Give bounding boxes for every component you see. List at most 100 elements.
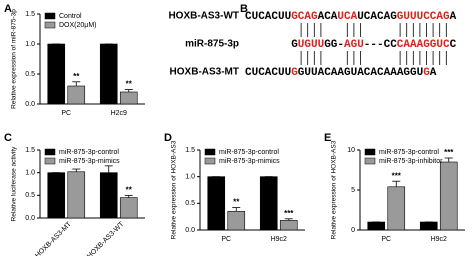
sequence-segment: A	[430, 67, 437, 79]
y-tick-label: 1.5	[25, 147, 35, 154]
legend-swatch	[44, 148, 56, 156]
error-bar	[72, 81, 81, 86]
x-tick-label: H9c2	[431, 236, 447, 243]
bar	[207, 176, 226, 231]
sequence-label: HOXB-AS3-MT	[170, 67, 239, 78]
x-tick-label: H9c2	[271, 236, 287, 243]
sequence-segment: GUUACAAGUACACAAAGGU	[298, 67, 423, 79]
y-axis-label: Relative expression of HOXB-AS3	[331, 140, 338, 239]
significance-label: **	[126, 80, 133, 89]
error-bar	[72, 168, 81, 172]
y-tick-label: 1.0	[185, 174, 195, 181]
sequence-label: HOXB-AS3-WT	[168, 11, 239, 22]
sequence-segment: UGUU	[298, 39, 324, 51]
bar	[259, 176, 278, 231]
y-axis-label: Relative luciferase activity	[11, 146, 18, 222]
y-tick-label: 0.5	[185, 200, 195, 207]
legend-swatch	[204, 157, 216, 165]
sequence-segment: G	[291, 39, 298, 51]
sequence-segment: G	[423, 67, 430, 79]
bar	[99, 43, 118, 105]
bar	[99, 172, 118, 219]
legend-label: miR-875-3p-control	[59, 149, 119, 156]
panel-label: A	[4, 3, 12, 15]
bar	[419, 221, 438, 231]
legend-swatch	[44, 157, 56, 165]
legend-label: miR-875-3p-inhibitor	[379, 158, 443, 165]
significance-label: **	[73, 72, 80, 81]
sequence-segment: ---CC	[364, 39, 397, 51]
y-tick-label: 1.5	[185, 147, 195, 154]
error-bar	[124, 89, 133, 92]
sequence-segment: CAAAGGUC	[397, 39, 450, 51]
x-tick-label: PC	[61, 110, 71, 117]
sequence-segment: UCACAG	[357, 11, 397, 23]
legend-label: miR-875-3p-control	[379, 149, 439, 156]
y-tick-label: 0.5	[25, 192, 35, 199]
sequence-segment: G	[291, 67, 298, 79]
y-tick-label: 0.0	[25, 101, 35, 108]
x-tick-label: PC	[381, 236, 391, 243]
x-tick-label: PC	[221, 236, 231, 243]
significance-label: ***	[444, 148, 454, 157]
significance-label: **	[126, 185, 133, 194]
error-bar	[232, 207, 241, 212]
bar	[439, 161, 458, 231]
x-tick-label: HOXB-AS3-WT	[86, 220, 126, 256]
sequence-segment: C	[450, 39, 457, 51]
error-bar	[444, 157, 453, 162]
sequence-segment: CUCACUU	[245, 67, 291, 79]
sequence-label: miR-875-3p	[185, 39, 239, 50]
panel-label: E	[324, 132, 331, 144]
error-bar	[284, 218, 293, 221]
y-tick-label: 1.5	[25, 11, 35, 18]
y-tick-label: 1.0	[25, 170, 35, 177]
sequence-segment: UCA	[337, 11, 357, 23]
y-tick-label: 0.0	[25, 215, 35, 222]
legend-swatch	[364, 157, 376, 165]
significance-label: **	[233, 198, 240, 207]
sequence-segment: AGU	[344, 39, 364, 51]
sequence-segment: GUUUCCAG	[397, 11, 450, 23]
bar	[119, 197, 138, 219]
legend-swatch	[364, 148, 376, 156]
y-axis-label: Relative expression of HOXB-AS3	[171, 140, 178, 239]
y-axis-label: Relative expression of miR-875-3p	[11, 9, 18, 109]
bar	[387, 186, 406, 231]
y-tick-label: 1.0	[25, 41, 35, 48]
legend-label: miR-875-3p-control	[219, 149, 279, 156]
y-tick-label: 0.5	[25, 71, 35, 78]
bar	[67, 171, 86, 219]
x-tick-label: HOXB-AS3-MT	[34, 220, 73, 256]
significance-label: ***	[392, 171, 402, 180]
y-tick-label: 0	[351, 227, 355, 234]
sequence-segment: CUCACUU	[245, 11, 291, 23]
sequence-segment: GCAG	[291, 11, 318, 23]
legend-swatch	[44, 12, 56, 20]
error-bar	[392, 180, 401, 187]
error-bar	[104, 165, 113, 173]
panel-label: C	[4, 132, 12, 144]
bar	[227, 211, 246, 231]
legend-label: miR-875-3p-mimics	[219, 158, 280, 165]
panel-label: D	[164, 132, 172, 144]
bar	[47, 172, 66, 219]
y-tick-label: 10	[347, 147, 355, 154]
legend-label: miR-875-3p-mimics	[59, 158, 120, 165]
y-tick-label: 5	[351, 187, 355, 194]
sequence-segment: GG-	[324, 39, 344, 51]
panel-label: B	[240, 3, 248, 15]
sequence-segment: A	[450, 11, 457, 23]
error-bar	[124, 194, 133, 198]
legend-swatch	[44, 21, 56, 29]
bar	[47, 43, 66, 105]
y-tick-label: 0.0	[185, 227, 195, 234]
legend-swatch	[204, 148, 216, 156]
bar	[279, 220, 298, 231]
bar	[119, 91, 138, 105]
legend-label: DOX(20μM)	[59, 22, 96, 29]
legend-label: Control	[59, 13, 82, 20]
x-tick-label: H2c9	[111, 110, 127, 117]
sequence-segment: ACA	[318, 11, 338, 23]
